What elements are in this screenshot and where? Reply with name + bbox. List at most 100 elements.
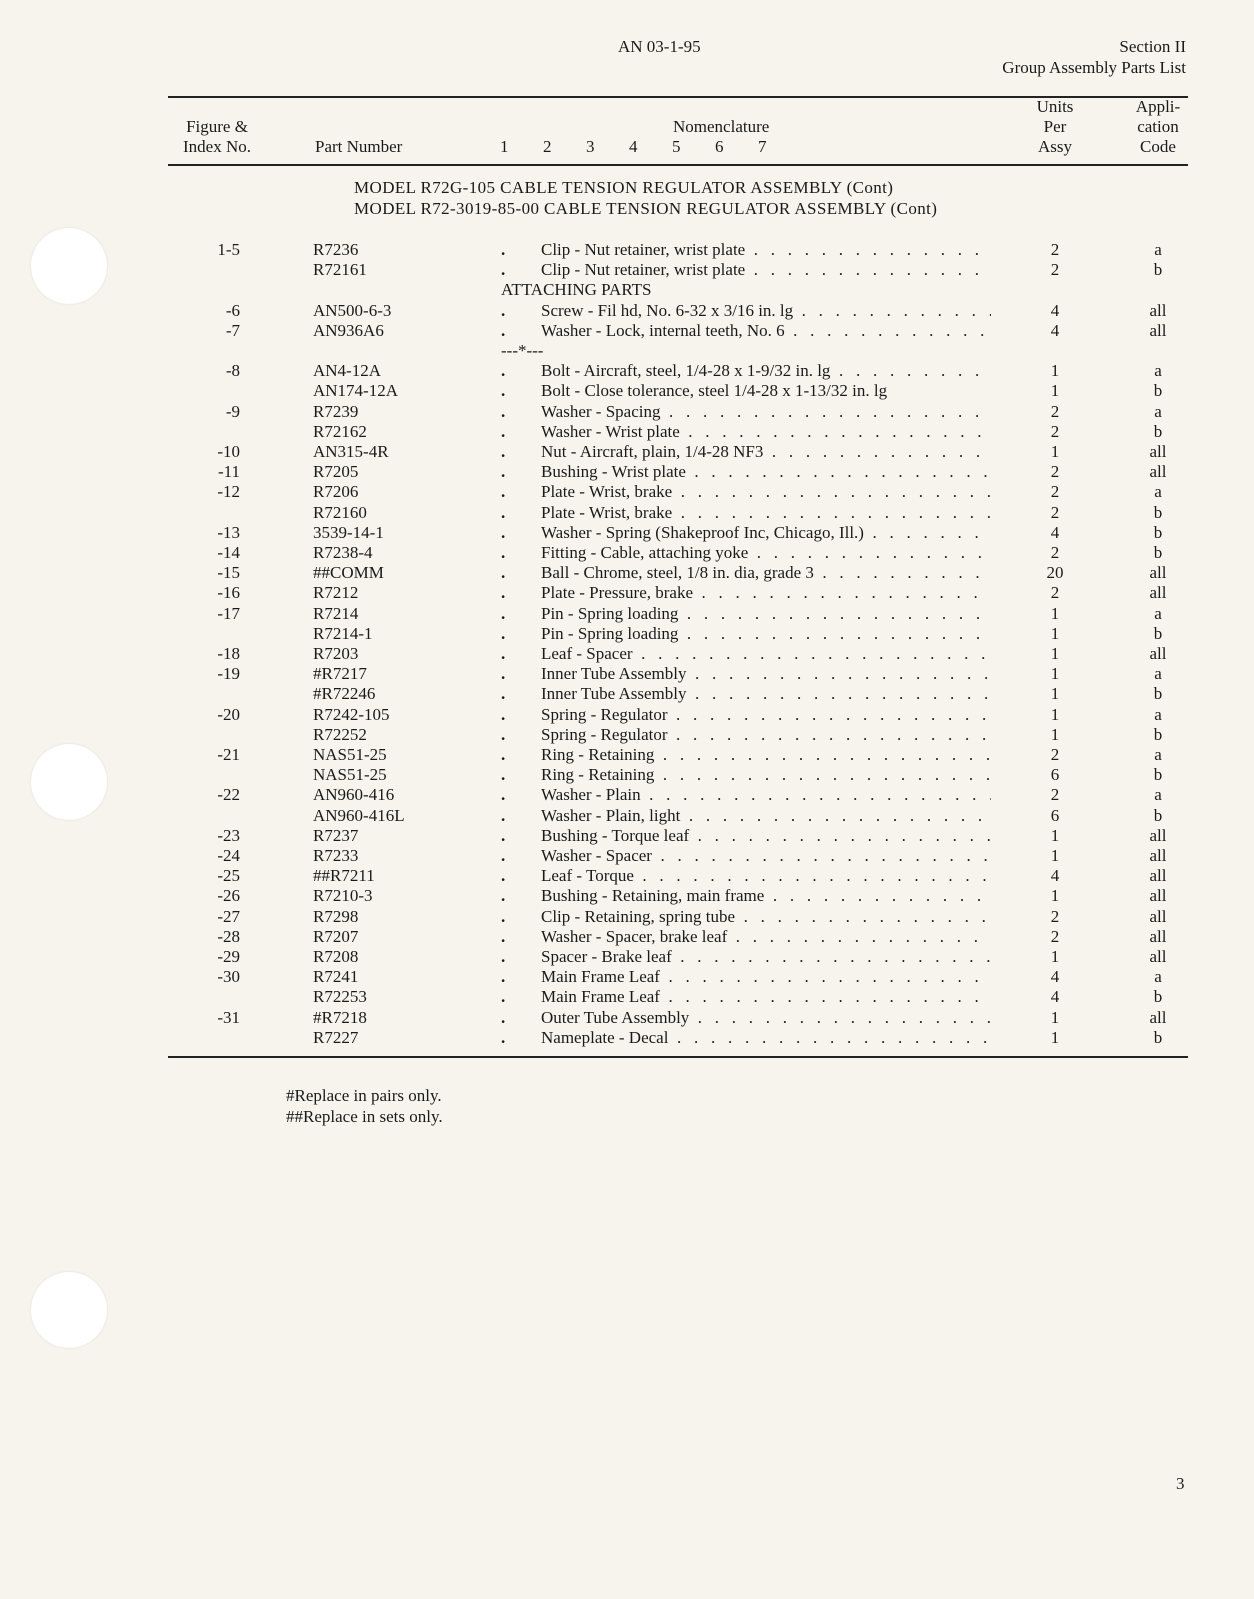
indent-dot: . [501,240,506,259]
nomenclature: Screw - Fil hd, No. 6-32 x 3/16 in. lg [541,301,991,321]
table-row: -8 AN4-12A. Bolt - Aircraft, steel, 1/4-28… [168,361,1188,381]
nomenclature: Clip - Retaining, spring tube [541,907,991,927]
part-number: R7239 [313,401,359,421]
index-number: -31 [217,1007,240,1027]
part-number: R7208 [313,947,359,966]
indent-dot: . [501,1027,506,1047]
table-row: -29 R7208. Spacer - Brake leaf 1 all [168,947,1188,967]
application-code: b [1153,543,1163,562]
part-number: R7203 [313,644,359,663]
table-row: -28 R7207. Washer - Spacer, brake leaf 2 all [168,927,1188,947]
indent-dot: . [501,482,506,502]
index-number: -12 [217,482,240,502]
index-number: -6 [225,300,240,320]
table-row: -7 AN936A6. Washer - Lock, internal teeth,… [168,321,1188,341]
table-row: NAS51-25. Ring - Retaining 6 b [168,765,1188,785]
table-row: -23 R7237. Bushing - Torque leaf 1 all [168,826,1188,846]
section-title: Group Assembly Parts List [1002,58,1186,77]
nomenclature: Bushing - Retaining, main frame [541,886,991,906]
application-code: a [1154,240,1162,259]
col-header-line: Code [1140,137,1176,156]
index-number: -30 [217,967,240,987]
units-per-assy: 1 [1050,442,1060,461]
application-code: b [1153,1027,1163,1047]
units-per-assy: 1 [1050,1007,1060,1027]
col-header-line: Figure & [186,117,248,136]
table-row: AN960-416L. Washer - Plain, light 6 b [168,806,1188,826]
section-heading-row: ATTACHING PARTS [168,280,1188,300]
units-per-assy: 2 [1050,401,1060,421]
nomenclature: Main Frame Leaf [541,987,991,1007]
units-per-assy: 1 [1050,664,1060,684]
punch-hole [31,228,107,304]
top-rule [168,96,1188,98]
part-number: R72253 [313,987,367,1007]
table-row: -10 AN315-4R. Nut - Aircraft, plain, 1/4-2… [168,442,1188,462]
application-code: all [1149,825,1167,845]
application-code: b [1153,502,1163,522]
application-code: a [1154,361,1162,381]
nomenclature: Spacer - Brake leaf [541,947,991,967]
index-number: -16 [217,583,240,603]
application-code: b [1153,623,1163,643]
table-row: -27 R7298. Clip - Retaining, spring tube 2 a… [168,907,1188,927]
section-label: Section II [1119,37,1186,56]
part-number: R7233 [313,846,359,865]
index-number: -14 [217,543,240,562]
indent-dot: . [501,846,506,865]
indent-dot: . [501,987,506,1007]
nomenclature: Spring - Regulator [541,705,991,725]
part-number: R7214 [313,603,359,623]
part-number: AN174-12A [313,381,398,401]
application-code: b [1153,724,1163,744]
index-number: -28 [217,926,240,946]
application-code: b [1153,684,1163,704]
part-number: R7241 [313,967,359,987]
nomenclature: Pin - Spring loading [541,624,991,644]
part-number: 3539-14-1 [313,522,384,542]
units-per-assy: 4 [1050,300,1060,320]
table-row: -12 R7206. Plate - Wrist, brake 2 a [168,482,1188,502]
application-code: b [1153,805,1163,825]
part-number: R72160 [313,502,367,522]
application-code: all [1149,320,1167,340]
application-code: a [1154,401,1162,421]
indent-dot: . [501,906,506,926]
units-per-assy: 2 [1050,260,1060,280]
col-part-number: Part Number [315,137,403,156]
part-number: R72161 [313,260,367,280]
units-per-assy: 2 [1050,926,1060,946]
table-row: -31 #R7218. Outer Tube Assembly 1 all [168,1008,1188,1028]
units-per-assy: 1 [1050,623,1060,643]
part-number: ##COMM [313,563,384,583]
nomenclature: Inner Tube Assembly [541,664,991,684]
part-number: R7214-1 [313,623,373,643]
table-row: -21 NAS51-25. Ring - Retaining 2 a [168,745,1188,765]
indent-dot: . [501,745,506,764]
part-number: R72162 [313,421,367,441]
units-per-assy: 2 [1050,785,1060,805]
part-number: AN4-12A [313,361,381,381]
application-code: a [1154,967,1162,987]
index-number: -8 [225,361,240,381]
col-header-line: Assy [1037,137,1072,156]
indent-dot: . [501,805,506,825]
table-row: -22 AN960-416. Washer - Plain 2 a [168,785,1188,805]
table-row: -6 AN500-6-3. Screw - Fil hd, No. 6-32 x 3… [168,301,1188,321]
part-number: R7237 [313,825,359,845]
units-per-assy: 1 [1050,886,1060,906]
index-number: -21 [217,745,240,764]
application-code: all [1149,583,1167,603]
table-row: -20 R7242-105. Spring - Regulator 1 a [168,705,1188,725]
application-code: all [1149,1007,1167,1027]
index-number: -19 [217,664,240,684]
units-per-assy: 1 [1050,684,1060,704]
index-number: -25 [217,866,240,886]
application-code: all [1149,300,1167,320]
application-code: all [1149,846,1167,865]
nomenclature: Washer - Spring (Shakeproof Inc, Chicago… [541,523,991,543]
nomenclature: Ball - Chrome, steel, 1/8 in. dia, grade… [541,563,991,583]
application-code: b [1153,765,1163,785]
units-per-assy: 2 [1050,745,1060,764]
application-code: a [1154,785,1162,805]
